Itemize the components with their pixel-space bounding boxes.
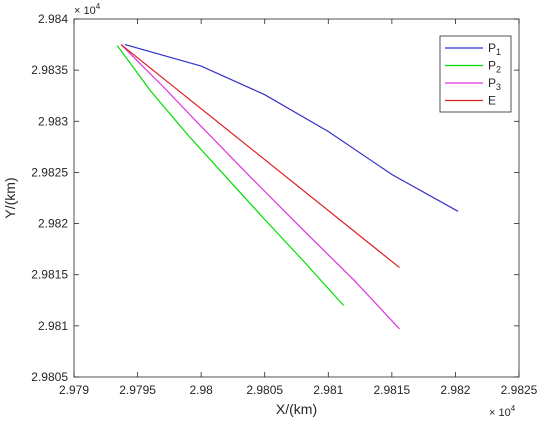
y-tick-label: 2.9825: [31, 165, 68, 179]
x-exponent-label: × 104: [489, 404, 516, 419]
legend-entry-p2: P2: [488, 59, 501, 75]
x-tick-label: 2.9795: [119, 383, 156, 397]
legend-entry-e: E: [488, 94, 496, 108]
series-line-p1: [124, 43, 459, 212]
x-tick-label: 2.98: [189, 383, 213, 397]
x-axis-label: X/(km): [276, 401, 317, 417]
legend-box: [439, 35, 512, 113]
x-tick-label: 2.9815: [374, 383, 411, 397]
x-tick-label: 2.9805: [246, 383, 283, 397]
axes-layer: 2.979 2.9795 2.98 2.9805 2.981 2.9815 2.982 2.9…: [31, 12, 537, 397]
series-line-p3: [120, 44, 400, 330]
y-tick-label: 2.981: [38, 319, 68, 333]
y-tick-label: 2.9805: [31, 370, 68, 384]
y-tick-label: 2.983: [38, 114, 68, 128]
legend-entry-p3: P3: [488, 76, 501, 92]
y-axis-label: Y/(km): [2, 177, 18, 218]
x-tick-label: 2.979: [59, 383, 89, 397]
y-exponent-label: × 104: [74, 2, 101, 17]
axis-labels: X/(km) Y/(km) × 104 × 104: [2, 2, 516, 419]
legend-entry-p1: P1: [488, 41, 501, 57]
x-tick-label: 2.9825: [501, 383, 538, 397]
y-tick-label: 2.984: [38, 12, 68, 26]
series-layer: [116, 43, 459, 330]
axes-box: [73, 18, 520, 378]
y-tick-label: 2.9815: [31, 268, 68, 282]
y-tick-label: 2.9835: [31, 63, 68, 77]
x-tick-label: 2.982: [440, 383, 470, 397]
series-line-p2: [116, 45, 344, 306]
series-line-e: [120, 44, 400, 269]
x-tick-label: 2.981: [313, 383, 343, 397]
y-tick-label: 2.982: [38, 217, 68, 231]
